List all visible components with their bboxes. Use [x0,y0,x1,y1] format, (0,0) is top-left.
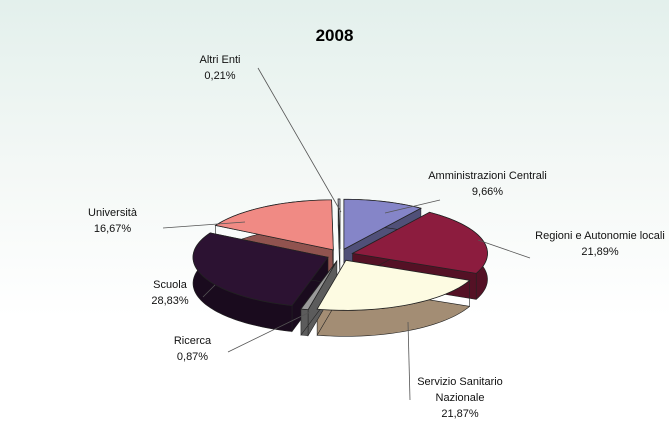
slice [192,232,329,306]
slice-value: 16,67% [93,223,132,235]
slice-label: Amministrazioni Centrali 9,66% [420,168,555,200]
chart-title: 2008 [315,26,354,45]
slice-label: Ricerca 0,87% [150,333,235,365]
leader-line [227,311,311,353]
slice [214,199,334,251]
slice-name: Regioni e Autonomie locali [535,230,665,242]
slice-tops [192,198,488,311]
slice-value: 9,66% [471,186,504,198]
leader-line [477,239,531,259]
slice-label: Servizio Sanitario Nazionale 21,87% [405,374,515,422]
slice-name: Altri Enti [199,54,241,66]
slice-label: Regioni e Autonomie locali 21,89% [530,228,669,260]
slice-name: Scuola [153,279,187,291]
leader-line [257,67,342,213]
slice-value: 21,87% [441,408,479,420]
leader-line [162,221,246,229]
slice [351,211,488,274]
slice-name: Ricerca [173,335,212,347]
slice [300,260,338,311]
slice-value: 21,89% [581,246,619,258]
slice-value: 28,83% [151,295,189,307]
slice-label: Scuola 28,83% [130,277,210,309]
leader-line [202,284,216,298]
leader-line [407,321,411,401]
slice [343,198,422,250]
slice [316,259,471,311]
slice [337,198,341,250]
leader-line [384,199,441,214]
slice-value: 0,87% [176,351,209,363]
slice-name: Amministrazioni Centrali [428,170,547,182]
slice-name: Servizio Sanitario Nazionale [417,376,503,404]
slice-label: Università 16,67% [60,205,165,237]
slice-name: Università [88,207,137,219]
slice-label: Altri Enti 0,21% [175,52,265,84]
slice-value: 0,21% [204,70,236,82]
